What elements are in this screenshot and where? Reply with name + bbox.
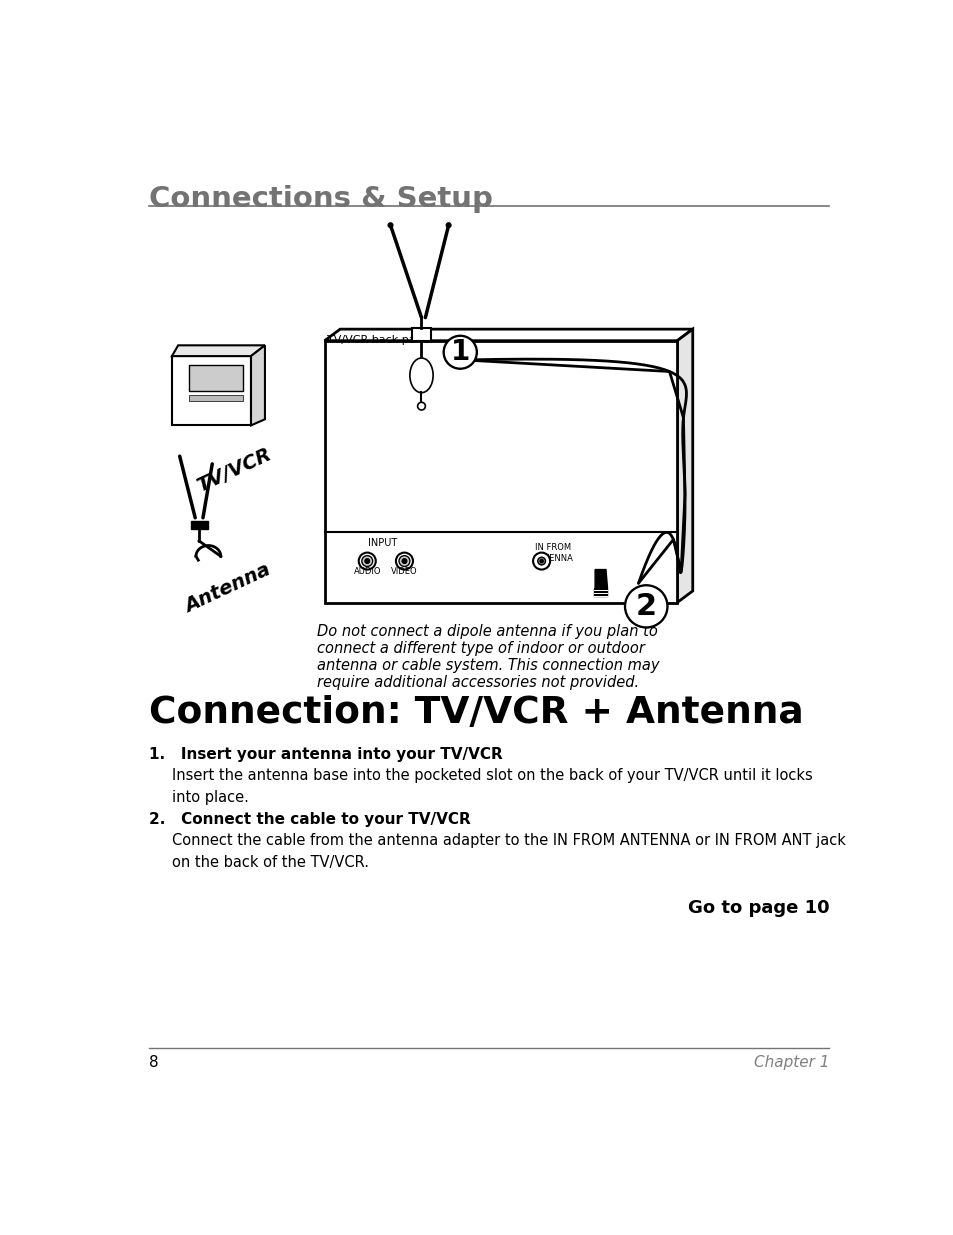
Text: Antenna: Antenna: [182, 561, 274, 616]
Circle shape: [443, 336, 476, 369]
Text: connect a different type of indoor or outdoor: connect a different type of indoor or ou…: [316, 641, 644, 656]
Text: 1: 1: [450, 338, 470, 367]
Polygon shape: [324, 341, 677, 603]
Circle shape: [358, 552, 375, 569]
Polygon shape: [677, 330, 692, 603]
Text: antenna or cable system. This connection may: antenna or cable system. This connection…: [316, 658, 659, 673]
Circle shape: [446, 222, 451, 227]
Text: TV/VCR back panel: TV/VCR back panel: [327, 335, 433, 345]
Polygon shape: [189, 395, 243, 401]
Polygon shape: [595, 569, 607, 588]
Circle shape: [539, 559, 542, 563]
Text: VIDEO: VIDEO: [391, 567, 417, 577]
Circle shape: [537, 557, 545, 564]
Circle shape: [533, 552, 550, 569]
Polygon shape: [172, 346, 265, 356]
Text: Do not connect a dipole antenna if you plan to: Do not connect a dipole antenna if you p…: [316, 624, 657, 638]
Text: 8: 8: [149, 1055, 158, 1071]
Text: IN FROM
ANTENNA: IN FROM ANTENNA: [533, 543, 573, 563]
Text: require additional accessories not provided.: require additional accessories not provi…: [316, 674, 639, 690]
Polygon shape: [251, 346, 265, 425]
Circle shape: [388, 222, 393, 227]
Circle shape: [395, 552, 413, 569]
Text: INPUT: INPUT: [368, 537, 397, 547]
Circle shape: [365, 558, 369, 563]
Polygon shape: [172, 356, 251, 425]
Text: AUDIO: AUDIO: [354, 567, 380, 577]
Text: Insert the antenna base into the pocketed slot on the back of your TV/VCR until : Insert the antenna base into the pockete…: [172, 768, 812, 805]
Circle shape: [398, 556, 410, 567]
Circle shape: [445, 337, 475, 367]
Text: Connect the cable from the antenna adapter to the IN FROM ANTENNA or IN FROM ANT: Connect the cable from the antenna adapt…: [172, 834, 845, 871]
Text: 1.   Insert your antenna into your TV/VCR: 1. Insert your antenna into your TV/VCR: [149, 747, 502, 762]
Text: TV/VCR: TV/VCR: [193, 445, 274, 495]
Text: Connection: TV/VCR + Antenna: Connection: TV/VCR + Antenna: [149, 695, 802, 731]
Text: Chapter 1: Chapter 1: [753, 1055, 828, 1071]
Ellipse shape: [410, 358, 433, 393]
Text: 2: 2: [635, 592, 656, 621]
Polygon shape: [593, 588, 607, 595]
Circle shape: [402, 558, 406, 563]
Circle shape: [417, 403, 425, 410]
Circle shape: [626, 587, 665, 626]
Polygon shape: [191, 521, 208, 529]
Polygon shape: [189, 366, 243, 390]
Polygon shape: [412, 327, 431, 341]
Text: Connections & Setup: Connections & Setup: [149, 185, 492, 214]
Text: Go to page 10: Go to page 10: [687, 899, 828, 916]
Circle shape: [361, 556, 373, 567]
Circle shape: [624, 585, 667, 627]
Polygon shape: [324, 330, 692, 341]
Text: 2.   Connect the cable to your TV/VCR: 2. Connect the cable to your TV/VCR: [149, 811, 470, 827]
